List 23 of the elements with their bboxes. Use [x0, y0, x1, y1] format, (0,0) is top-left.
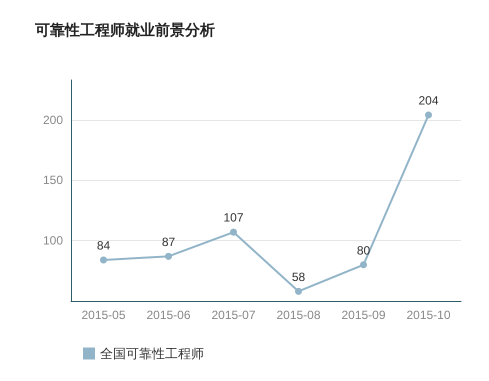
y-tick-label: 100 — [42, 234, 64, 248]
legend-label: 全国可靠性工程师 — [100, 346, 204, 361]
point — [360, 261, 367, 268]
point — [425, 112, 432, 119]
y-tick-label: 200 — [42, 112, 64, 127]
x-tick-label: 2015-05 — [81, 308, 126, 322]
data-label: 204 — [418, 94, 439, 108]
x-tick-label: 2015-07 — [211, 308, 256, 322]
x-tick-label: 2015-09 — [341, 308, 386, 322]
data-label: 80 — [356, 243, 370, 258]
data-label: 58 — [292, 270, 306, 284]
data-label: 107 — [223, 210, 244, 225]
x-tick-label: 2015-08 — [276, 308, 321, 322]
point — [295, 288, 302, 295]
x-tick-label: 2015-10 — [406, 308, 451, 322]
point — [100, 256, 107, 264]
chart-title: 可靠性工程师就业前景分析 — [34, 22, 215, 39]
point — [230, 228, 237, 236]
point — [165, 252, 172, 260]
x-tick-label: 2015-06 — [146, 308, 191, 322]
data-label: 87 — [162, 234, 176, 249]
y-tick-label: 150 — [42, 173, 64, 188]
data-label: 84 — [96, 238, 110, 252]
